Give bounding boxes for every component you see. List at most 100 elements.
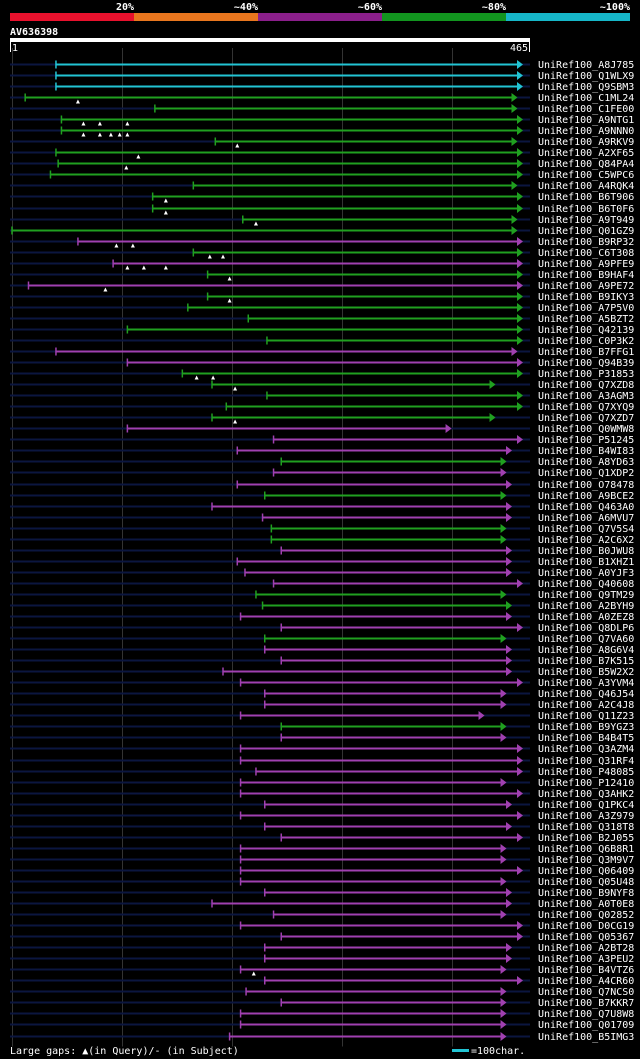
hit-label[interactable]: UniRef100_P51245 bbox=[538, 435, 634, 446]
hit-label[interactable]: UniRef100_A2XF65 bbox=[538, 148, 634, 159]
hit-row[interactable]: UniRef100_A3Z979 bbox=[10, 811, 634, 822]
hit-label[interactable]: UniRef100_B2J055 bbox=[538, 833, 634, 844]
hit-row[interactable]: UniRef100_P48085 bbox=[10, 767, 634, 778]
hit-row[interactable]: UniRef100_Q318T8 bbox=[10, 822, 634, 833]
hit-label[interactable]: UniRef100_B4WI83 bbox=[538, 446, 634, 457]
hit-label[interactable]: UniRef100_Q8DLP6 bbox=[538, 623, 634, 634]
hit-row[interactable]: UniRef100_A8J785 bbox=[10, 60, 634, 71]
hit-row[interactable]: UniRef100_Q7U8W8 bbox=[10, 1009, 634, 1020]
hit-row[interactable]: UniRef100_B0JWU8 bbox=[10, 546, 634, 557]
hit-row[interactable]: UniRef100_Q05367 bbox=[10, 932, 634, 943]
hit-row[interactable]: UniRef100_Q01GZ9 bbox=[10, 226, 634, 237]
hit-row[interactable]: UniRef100_A3PEU2 bbox=[10, 954, 634, 965]
hit-label[interactable]: UniRef100_Q94B39 bbox=[538, 358, 634, 369]
hit-row[interactable]: UniRef100_A3AGM3 bbox=[10, 391, 634, 402]
hit-label[interactable]: UniRef100_C6T308 bbox=[538, 248, 634, 259]
hit-label[interactable]: UniRef100_Q7NCS0 bbox=[538, 987, 634, 998]
hit-row[interactable]: UniRef100_A9NNN0 bbox=[10, 126, 634, 137]
hit-label[interactable]: UniRef100_B1XHZ1 bbox=[538, 557, 634, 568]
hit-row[interactable]: UniRef100_A9RKV9 bbox=[10, 137, 634, 148]
hit-label[interactable]: UniRef100_A0ZEZ8 bbox=[538, 612, 634, 623]
hit-label[interactable]: UniRef100_A0T0E8 bbox=[538, 899, 634, 910]
hit-row[interactable]: UniRef100_Q7VA60 bbox=[10, 634, 634, 645]
hit-row[interactable]: UniRef100_Q7XZD8 bbox=[10, 380, 634, 391]
hit-label[interactable]: UniRef100_B4B4T5 bbox=[538, 733, 634, 744]
hit-label[interactable]: UniRef100_A6MVU7 bbox=[538, 513, 634, 524]
hit-label[interactable]: UniRef100_C1FE00 bbox=[538, 104, 634, 115]
hit-row[interactable]: UniRef100_Q3AHK2 bbox=[10, 789, 634, 800]
hit-row[interactable]: UniRef100_C1FE00 bbox=[10, 104, 634, 115]
hit-label[interactable]: UniRef100_B9NYF8 bbox=[538, 888, 634, 899]
hit-row[interactable]: UniRef100_A8YD63 bbox=[10, 457, 634, 468]
hit-row[interactable]: UniRef100_A2XF65 bbox=[10, 148, 634, 159]
hit-row[interactable]: UniRef100_B5IMG3 bbox=[10, 1032, 634, 1043]
hit-row[interactable]: UniRef100_A5BZT2 bbox=[10, 314, 634, 325]
hit-row[interactable]: UniRef100_A0YJF3 bbox=[10, 568, 634, 579]
hit-row[interactable]: UniRef100_Q05U48 bbox=[10, 877, 634, 888]
hit-row[interactable]: UniRef100_Q94B39 bbox=[10, 358, 634, 369]
hit-label[interactable]: UniRef100_A5BZT2 bbox=[538, 314, 634, 325]
hit-row[interactable]: UniRef100_P12410 bbox=[10, 778, 634, 789]
hit-label[interactable]: UniRef100_A0YJF3 bbox=[538, 568, 634, 579]
hit-label[interactable]: UniRef100_A3AGM3 bbox=[538, 391, 634, 402]
hit-label[interactable]: UniRef100_B4VTZ6 bbox=[538, 965, 634, 976]
hit-label[interactable]: UniRef100_B0JWU8 bbox=[538, 546, 634, 557]
hit-label[interactable]: UniRef100_Q7V5S4 bbox=[538, 524, 634, 535]
hit-row[interactable]: UniRef100_Q11Z23 bbox=[10, 711, 634, 722]
hit-row[interactable]: UniRef100_Q463A0 bbox=[10, 502, 634, 513]
hit-label[interactable]: UniRef100_Q31RF4 bbox=[538, 756, 634, 767]
hit-label[interactable]: UniRef100_Q40608 bbox=[538, 579, 634, 590]
hit-row[interactable]: UniRef100_A3YVM4 bbox=[10, 678, 634, 689]
hit-label[interactable]: UniRef100_Q3M9V7 bbox=[538, 855, 634, 866]
hit-row[interactable]: UniRef100_A4CR60 bbox=[10, 976, 634, 987]
hit-row[interactable]: UniRef100_A2C4J8 bbox=[10, 700, 634, 711]
hit-row[interactable]: UniRef100_B1XHZ1 bbox=[10, 557, 634, 568]
hit-label[interactable]: UniRef100_B9HAF4 bbox=[538, 270, 634, 281]
hit-row[interactable]: UniRef100_Q1PKC4 bbox=[10, 800, 634, 811]
hit-row[interactable]: UniRef100_B7FFG1 bbox=[10, 347, 634, 358]
hit-label[interactable]: UniRef100_B7FFG1 bbox=[538, 347, 634, 358]
hit-label[interactable]: UniRef100_A2C6X2 bbox=[538, 535, 634, 546]
hit-row[interactable]: UniRef100_Q31RF4 bbox=[10, 756, 634, 767]
hit-row[interactable]: UniRef100_Q8DLP6 bbox=[10, 623, 634, 634]
hit-label[interactable]: UniRef100_Q01709 bbox=[538, 1020, 634, 1031]
hit-row[interactable]: UniRef100_A9T949 bbox=[10, 215, 634, 226]
hit-row[interactable]: UniRef100_Q02852 bbox=[10, 910, 634, 921]
hit-label[interactable]: UniRef100_B6T0F6 bbox=[538, 204, 634, 215]
hit-row[interactable]: UniRef100_B9RP32 bbox=[10, 237, 634, 248]
hit-label[interactable]: UniRef100_A9NTG1 bbox=[538, 115, 634, 126]
hit-row[interactable]: UniRef100_A2BYH9 bbox=[10, 601, 634, 612]
hit-label[interactable]: UniRef100_Q9SBM3 bbox=[538, 82, 634, 93]
hit-row[interactable]: UniRef100_Q1WLX9 bbox=[10, 71, 634, 82]
hit-row[interactable]: UniRef100_C6T308 bbox=[10, 248, 634, 259]
hit-row[interactable]: UniRef100_A6MVU7 bbox=[10, 513, 634, 524]
hit-label[interactable]: UniRef100_A2BYH9 bbox=[538, 601, 634, 612]
hit-label[interactable]: UniRef100_Q06409 bbox=[538, 866, 634, 877]
hit-row[interactable]: UniRef100_A9BCE2 bbox=[10, 491, 634, 502]
hit-row[interactable]: UniRef100_Q9SBM3 bbox=[10, 82, 634, 93]
hit-label[interactable]: UniRef100_A9RKV9 bbox=[538, 137, 634, 148]
hit-label[interactable]: UniRef100_Q7VA60 bbox=[538, 634, 634, 645]
hit-row[interactable]: UniRef100_Q46J54 bbox=[10, 689, 634, 700]
hit-label[interactable]: UniRef100_A8J785 bbox=[538, 60, 634, 71]
hit-row[interactable]: UniRef100_O78478 bbox=[10, 480, 634, 491]
hit-label[interactable]: UniRef100_A3YVM4 bbox=[538, 678, 634, 689]
hit-row[interactable]: UniRef100_C5WPC6 bbox=[10, 170, 634, 181]
hit-row[interactable]: UniRef100_B4VTZ6 bbox=[10, 965, 634, 976]
hit-row[interactable]: UniRef100_B9IKY3 bbox=[10, 292, 634, 303]
hit-label[interactable]: UniRef100_B9RP32 bbox=[538, 237, 634, 248]
hit-row[interactable]: UniRef100_A9PFE9 bbox=[10, 259, 634, 270]
hit-row[interactable]: UniRef100_B9HAF4 bbox=[10, 270, 634, 281]
hit-label[interactable]: UniRef100_A9BCE2 bbox=[538, 491, 634, 502]
hit-label[interactable]: UniRef100_Q3AZM4 bbox=[538, 744, 634, 755]
hit-label[interactable]: UniRef100_Q6B8R1 bbox=[538, 844, 634, 855]
hit-label[interactable]: UniRef100_Q463A0 bbox=[538, 502, 634, 513]
hit-row[interactable]: UniRef100_Q84PA4 bbox=[10, 159, 634, 170]
hit-label[interactable]: UniRef100_B7KKR7 bbox=[538, 998, 634, 1009]
hit-row[interactable]: UniRef100_A7P5V0 bbox=[10, 303, 634, 314]
hit-row[interactable]: UniRef100_B4B4T5 bbox=[10, 733, 634, 744]
hit-label[interactable]: UniRef100_A2C4J8 bbox=[538, 700, 634, 711]
hit-row[interactable]: UniRef100_P51245 bbox=[10, 435, 634, 446]
hit-row[interactable]: UniRef100_Q7XYQ9 bbox=[10, 402, 634, 413]
hit-row[interactable]: UniRef100_A0ZEZ8 bbox=[10, 612, 634, 623]
